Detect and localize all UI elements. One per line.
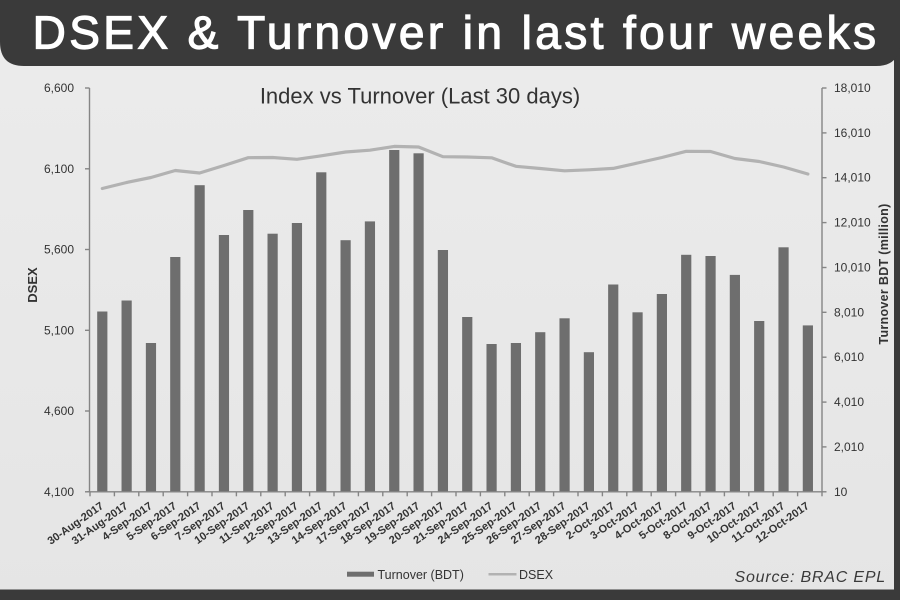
svg-text:Source: BRAC EPL: Source: BRAC EPL xyxy=(734,569,886,586)
svg-text:18,010: 18,010 xyxy=(834,81,871,95)
svg-text:Turnover BDT (million): Turnover BDT (million) xyxy=(877,203,891,344)
svg-text:Index vs Turnover (Last 30 day: Index vs Turnover (Last 30 days) xyxy=(260,84,580,109)
svg-text:4,100: 4,100 xyxy=(44,485,74,499)
svg-text:6,600: 6,600 xyxy=(44,81,74,95)
svg-text:DSEX: DSEX xyxy=(25,267,40,303)
svg-text:Turnover (BDT): Turnover (BDT) xyxy=(378,568,464,582)
svg-text:6,100: 6,100 xyxy=(44,162,74,176)
svg-text:DSEX & Turnover in last four w: DSEX & Turnover in last four weeks xyxy=(33,7,880,59)
svg-text:5,600: 5,600 xyxy=(44,243,74,257)
svg-text:2,010: 2,010 xyxy=(834,440,864,454)
svg-text:10: 10 xyxy=(834,485,848,499)
svg-text:16,010: 16,010 xyxy=(834,126,871,140)
svg-text:12,010: 12,010 xyxy=(834,216,871,230)
svg-text:14,010: 14,010 xyxy=(834,171,871,185)
svg-text:5,100: 5,100 xyxy=(44,323,74,337)
svg-text:DSEX: DSEX xyxy=(519,568,554,582)
svg-text:4,010: 4,010 xyxy=(834,395,864,409)
svg-text:10,010: 10,010 xyxy=(834,261,871,275)
svg-text:6,010: 6,010 xyxy=(834,350,864,364)
svg-text:4,600: 4,600 xyxy=(44,404,74,418)
svg-text:8,010: 8,010 xyxy=(834,305,864,319)
